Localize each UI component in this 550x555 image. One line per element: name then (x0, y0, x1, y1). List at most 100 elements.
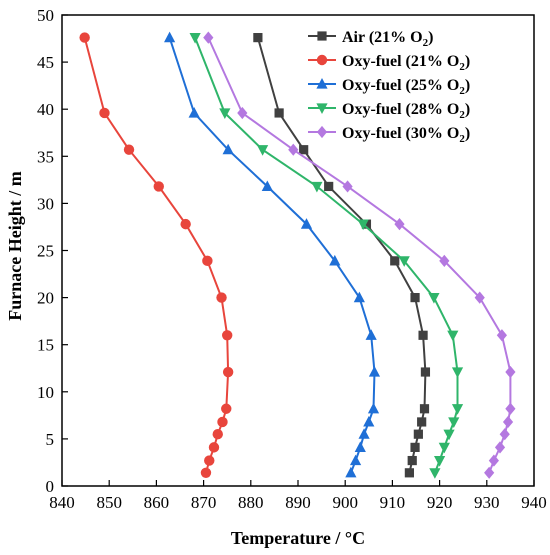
legend-entry: Oxy-fuel (30% O2) (308, 125, 470, 145)
legend-label: Oxy-fuel (21% O2) (342, 53, 470, 73)
data-point (300, 218, 313, 229)
data-point (345, 466, 357, 478)
data-point (413, 429, 423, 439)
data-point (261, 180, 273, 192)
data-point (203, 31, 214, 44)
y-tick-label: 40 (37, 100, 54, 119)
y-axis-title: Furnace Height / m (5, 171, 25, 320)
y-tick-label: 0 (46, 477, 55, 496)
y-tick-label: 25 (37, 242, 54, 261)
x-tick-label: 940 (521, 493, 547, 512)
data-point (474, 291, 485, 304)
data-point (502, 415, 514, 429)
legend-label: Air (21% O2) (342, 29, 433, 49)
data-point (365, 329, 377, 340)
data-point (354, 441, 366, 452)
data-point (299, 145, 309, 155)
y-tick-label: 35 (37, 147, 54, 166)
y-tick-label: 20 (37, 289, 54, 308)
data-point (438, 442, 450, 454)
legend-entry: Air (21% O2) (308, 29, 433, 49)
data-point (394, 218, 405, 231)
data-point (357, 219, 369, 231)
data-point (217, 416, 228, 428)
data-point (219, 108, 231, 119)
data-point (443, 429, 455, 441)
data-point (398, 256, 410, 267)
legend: Air (21% O2) Oxy-fuel (21% O2) Oxy-fuel (2… (308, 29, 470, 145)
data-point (484, 466, 495, 479)
data-point (429, 468, 441, 479)
y-tick-label: 15 (37, 336, 54, 355)
data-point (202, 255, 213, 267)
x-tick-label: 870 (191, 493, 217, 512)
data-point (447, 330, 459, 342)
data-point (358, 428, 370, 439)
data-point (188, 106, 200, 118)
data-point (311, 181, 323, 193)
x-tick-label: 930 (474, 493, 500, 512)
axes-layer: 840 850 860 870 880 890 900 910 920 930 940 0 5 10 15 2… (37, 6, 547, 512)
data-point (222, 143, 234, 155)
data-point (253, 33, 263, 43)
data-point (349, 454, 362, 466)
data-point (488, 454, 499, 467)
data-point (419, 404, 430, 414)
data-point (79, 32, 90, 43)
data-point (368, 366, 381, 377)
data-point (164, 31, 176, 43)
y-tick-label: 10 (37, 383, 54, 402)
x-tick-label: 880 (238, 493, 264, 512)
series-1 (79, 32, 234, 479)
data-point (288, 143, 299, 156)
x-tick-label: 860 (144, 493, 170, 512)
legend-marker (317, 31, 327, 41)
series-layer (79, 31, 516, 479)
data-point (451, 404, 464, 415)
legend-marker (316, 54, 328, 66)
data-point (222, 366, 234, 378)
data-point (439, 254, 450, 267)
data-point (342, 180, 353, 193)
y-tick-label: 45 (37, 53, 54, 72)
data-point (407, 455, 417, 466)
data-point (417, 417, 427, 427)
data-point (451, 367, 464, 379)
data-point (404, 468, 414, 478)
data-point (189, 33, 201, 44)
data-point (221, 403, 232, 414)
data-point (200, 467, 212, 479)
data-point (367, 402, 380, 414)
data-point (428, 293, 440, 304)
series-4 (203, 31, 516, 479)
legend-entry: Oxy-fuel (25% O2) (308, 77, 470, 97)
data-point (418, 330, 428, 340)
x-tick-label: 900 (332, 493, 358, 512)
data-point (434, 455, 446, 467)
data-point (505, 365, 516, 379)
data-point (274, 108, 284, 118)
data-point (212, 428, 223, 440)
legend-marker (316, 125, 328, 139)
legend-label: Oxy-fuel (30% O2) (342, 125, 470, 145)
x-tick-label: 840 (49, 493, 75, 512)
y-tick-label: 5 (46, 430, 55, 449)
data-point (324, 181, 334, 192)
y-tick-label: 30 (37, 194, 54, 213)
data-point (496, 329, 508, 342)
data-point (237, 106, 248, 120)
legend-entry: Oxy-fuel (28% O2) (308, 101, 470, 121)
legend-label: Oxy-fuel (25% O2) (342, 77, 470, 97)
x-tick-label: 920 (427, 493, 453, 512)
data-point (494, 441, 506, 454)
data-point (216, 292, 227, 303)
data-point (363, 415, 375, 427)
x-axis-title: Temperature / °C (231, 528, 365, 548)
data-point (329, 254, 341, 266)
data-point (208, 442, 220, 453)
x-tick-label: 850 (96, 493, 122, 512)
legend-marker (316, 103, 328, 114)
data-point (180, 218, 191, 230)
legend-label: Oxy-fuel (28% O2) (342, 101, 470, 121)
